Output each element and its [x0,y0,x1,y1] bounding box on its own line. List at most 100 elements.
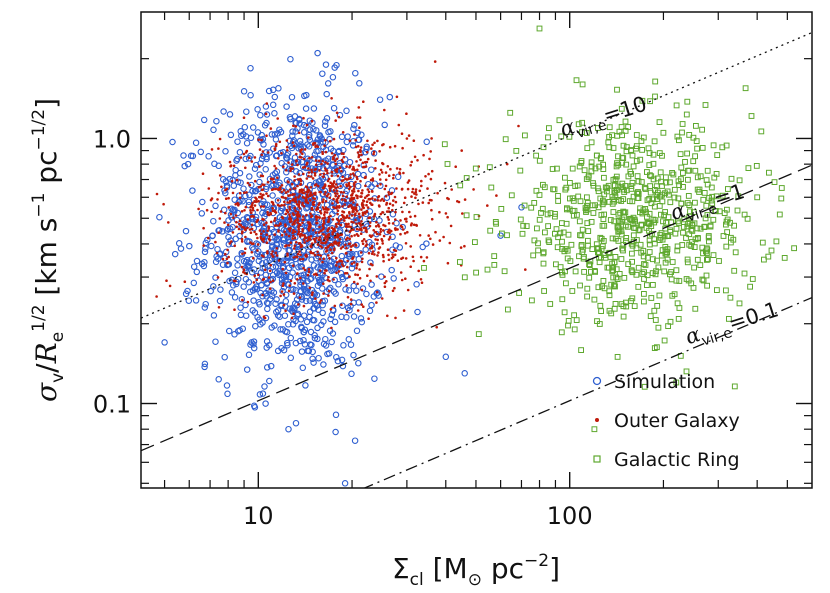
outer-galaxy-point [345,284,348,287]
outer-galaxy-point [350,245,353,248]
outer-galaxy-point [349,199,352,202]
galactic-ring-point [656,203,663,209]
galactic-ring-point [679,242,686,248]
galactic-ring-point [571,326,578,333]
galactic-ring-point [639,147,646,153]
outer-galaxy-point [378,246,382,249]
galactic-ring-point [457,182,464,189]
galactic-ring-point [660,218,666,225]
outer-galaxy-point [311,291,314,294]
outer-galaxy-point [414,196,417,200]
galactic-ring-point [601,222,608,229]
outer-galaxy-point [305,177,309,180]
outer-galaxy-point [306,195,310,199]
outer-galaxy-point [221,257,225,261]
outer-galaxy-point [243,271,247,275]
galactic-ring-point [559,272,566,278]
simulation-point [371,375,378,382]
simulation-point [201,248,209,256]
outer-galaxy-point [273,233,277,236]
outer-galaxy-point [355,266,358,270]
outer-galaxy-point [282,282,285,285]
galactic-ring-point [679,121,686,127]
outer-galaxy-point [292,234,295,238]
simulation-point [287,55,294,63]
outer-galaxy-point [356,262,359,266]
simulation-point [298,323,305,331]
outer-galaxy-point [324,200,328,203]
simulation-point [243,139,251,147]
outer-galaxy-point [362,100,365,103]
simulation-point [306,136,314,143]
outer-galaxy-point [430,208,433,212]
outer-galaxy-point [354,244,358,247]
outer-galaxy-point [341,194,345,198]
simulation-point [258,260,266,267]
galactic-ring-point [749,276,756,282]
galactic-ring-point [684,150,691,157]
outer-galaxy-point [302,157,306,161]
simulation-point [220,108,227,115]
simulation-point [344,133,351,140]
outer-galaxy-point [315,218,318,222]
simulation-point [348,370,355,378]
outer-galaxy-point [359,251,363,254]
galactic-ring-point [705,233,712,239]
outer-galaxy-point [376,238,380,242]
outer-galaxy-point [371,263,374,267]
outer-galaxy-point [323,271,326,275]
galactic-ring-point [652,93,658,100]
galactic-ring-point [650,160,657,167]
outer-galaxy-point [244,235,247,239]
galactic-ring-point [552,230,558,237]
galactic-ring-point [703,202,710,209]
outer-galaxy-point [486,204,489,207]
outer-galaxy-point [280,190,284,194]
outer-galaxy-point [274,144,278,148]
galactic-ring-point [703,245,710,252]
galactic-ring-point [579,249,586,255]
outer-galaxy-point [289,279,293,283]
simulation-point [332,428,339,436]
galactic-ring-point [565,231,572,238]
outer-galaxy-point [337,241,340,245]
galactic-ring-point [641,261,647,267]
galactic-ring-point [623,144,630,150]
galactic-ring-point [741,211,748,218]
galactic-ring-point [491,262,498,268]
outer-galaxy-point [387,174,391,177]
outer-galaxy-point [374,159,377,162]
outer-galaxy-point [353,174,356,177]
simulation-point [309,316,317,324]
outer-galaxy-point [376,139,379,143]
simulation-point [259,152,267,159]
outer-galaxy-point [416,159,419,162]
galactic-ring-point [667,229,674,235]
outer-galaxy-point [257,273,260,277]
outer-galaxy-point [297,205,301,208]
outer-galaxy-point [405,220,408,223]
outer-galaxy-point [353,168,357,172]
galactic-ring-point [647,172,653,179]
outer-galaxy-point [361,239,364,243]
simulation-point [250,297,257,304]
outer-galaxy-point [304,236,308,240]
simulation-point [355,255,363,263]
outer-galaxy-point [379,178,382,181]
simulation-point [338,356,346,364]
outer-galaxy-point [358,116,362,119]
outer-galaxy-point [280,195,284,199]
simulation-point [242,133,250,140]
simulation-point [192,139,200,147]
galactic-ring-point [584,206,591,213]
galactic-ring-point [486,164,493,171]
simulation-point [240,88,248,95]
outer-galaxy-point [351,192,354,195]
outer-galaxy-point [524,268,527,271]
outer-galaxy-point [360,260,364,264]
outer-galaxy-point [321,200,325,204]
outer-galaxy-point [332,248,336,252]
outer-galaxy-point [343,203,347,206]
outer-galaxy-point [318,301,322,304]
outer-galaxy-point [298,296,302,299]
